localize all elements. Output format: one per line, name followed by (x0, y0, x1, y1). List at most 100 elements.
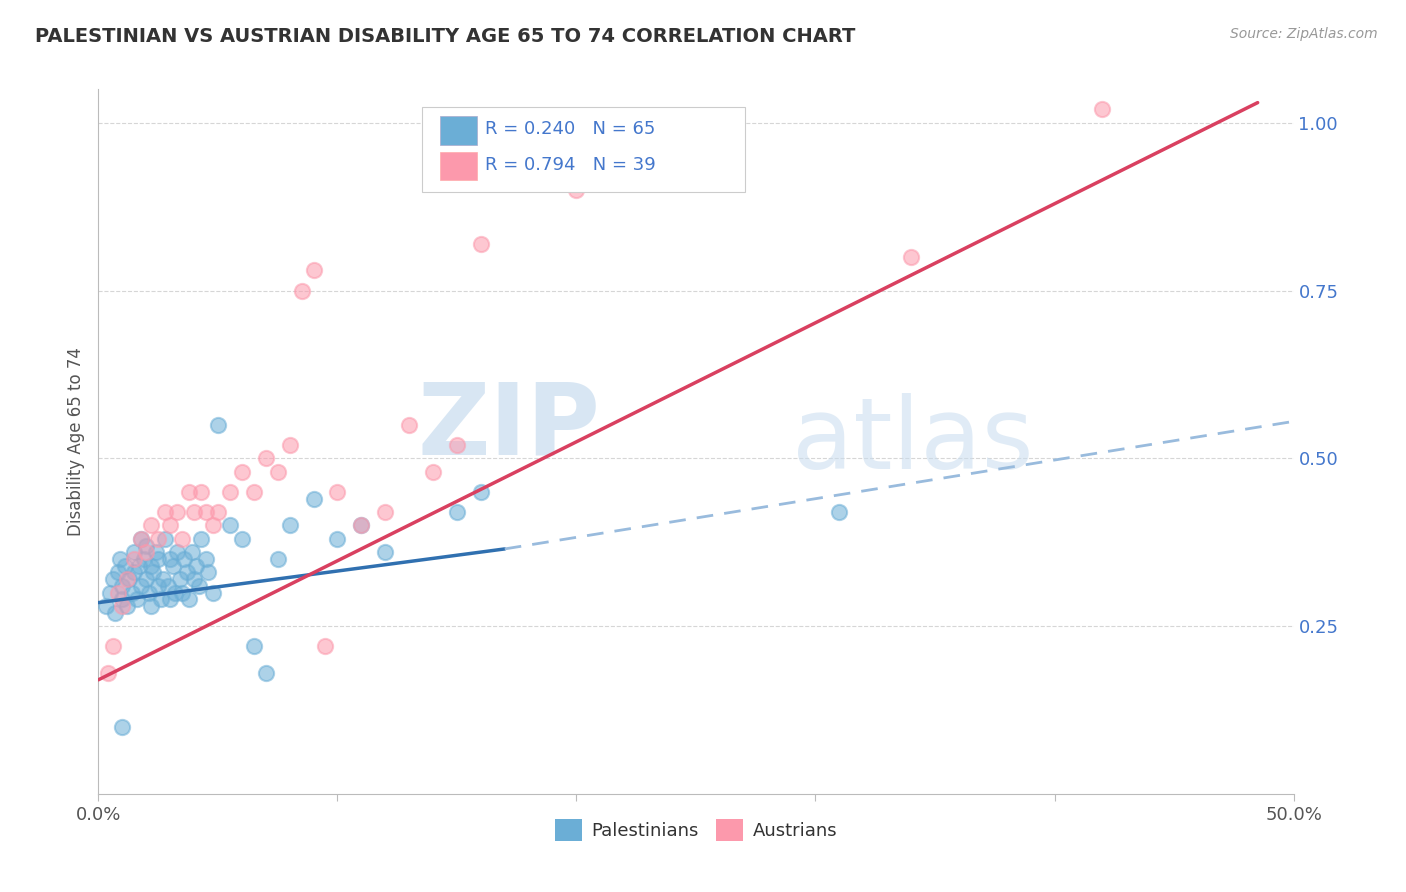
Point (231, 465, 253, 479)
Point (139, 599, 162, 613)
Point (148, 532, 170, 546)
Point (115, 572, 138, 586)
Point (131, 532, 153, 546)
Point (149, 592, 172, 607)
Point (231, 532, 253, 546)
Point (267, 552, 290, 566)
Point (470, 236, 492, 251)
Point (470, 484, 492, 499)
Point (98, 585, 122, 599)
Point (398, 417, 420, 432)
Point (108, 552, 131, 566)
Point (183, 572, 205, 586)
Point (422, 465, 444, 479)
Y-axis label: Disability Age 65 to 74: Disability Age 65 to 74 (66, 347, 84, 536)
Point (101, 639, 124, 653)
Legend: Palestinians, Austrians: Palestinians, Austrians (547, 812, 845, 848)
Point (197, 566, 219, 580)
Point (219, 518, 242, 533)
Point (190, 484, 212, 499)
Point (118, 572, 141, 586)
Point (179, 592, 201, 607)
Point (111, 592, 134, 607)
Point (179, 484, 201, 499)
Point (267, 465, 290, 479)
Point (124, 566, 146, 580)
Point (111, 579, 134, 593)
Point (1091, 103, 1114, 117)
Point (446, 505, 468, 519)
Point (125, 592, 148, 607)
Point (172, 532, 194, 546)
Point (326, 532, 349, 546)
Point (186, 558, 208, 573)
Point (139, 518, 162, 533)
Point (155, 505, 177, 519)
Point (302, 263, 325, 277)
Point (374, 505, 396, 519)
Point (135, 545, 157, 559)
Point (152, 572, 174, 586)
Point (145, 545, 167, 559)
Text: atlas: atlas (792, 393, 1033, 490)
Point (163, 585, 186, 599)
Point (326, 484, 349, 499)
Point (121, 585, 143, 599)
Point (187, 579, 209, 593)
Point (135, 539, 157, 553)
Point (350, 518, 373, 533)
Point (254, 451, 277, 466)
Point (173, 552, 195, 566)
Point (139, 558, 162, 573)
Text: Source: ZipAtlas.com: Source: ZipAtlas.com (1230, 27, 1378, 41)
Point (155, 532, 177, 546)
Point (97, 666, 120, 681)
Text: ZIP: ZIP (418, 379, 600, 476)
Point (107, 566, 129, 580)
Point (169, 572, 191, 586)
Point (131, 579, 153, 593)
Point (124, 552, 146, 566)
Point (138, 585, 160, 599)
Point (124, 545, 146, 559)
Point (148, 579, 170, 593)
Point (107, 585, 129, 599)
Point (104, 606, 127, 620)
Point (176, 566, 198, 580)
Point (291, 284, 314, 298)
Point (828, 505, 851, 519)
Point (202, 518, 225, 533)
Point (183, 505, 205, 519)
Point (94, 599, 117, 613)
Point (278, 518, 301, 533)
Point (111, 599, 134, 613)
Point (156, 579, 179, 593)
Point (159, 552, 181, 566)
Point (243, 639, 266, 653)
Point (195, 505, 218, 519)
Point (166, 505, 188, 519)
Point (195, 552, 218, 566)
Point (148, 552, 170, 566)
Point (128, 558, 150, 573)
Point (565, 183, 588, 197)
Point (302, 491, 325, 506)
Point (131, 532, 153, 546)
Point (180, 545, 202, 559)
Point (243, 484, 266, 499)
Point (162, 558, 184, 573)
Point (101, 572, 124, 586)
Point (900, 250, 922, 264)
Point (159, 518, 181, 533)
Point (202, 585, 225, 599)
Point (159, 592, 181, 607)
Point (219, 484, 242, 499)
Text: R = 0.794   N = 39: R = 0.794 N = 39 (485, 156, 655, 174)
Point (166, 545, 188, 559)
Point (207, 505, 229, 519)
Point (446, 438, 468, 452)
Text: PALESTINIAN VS AUSTRIAN DISABILITY AGE 65 TO 74 CORRELATION CHART: PALESTINIAN VS AUSTRIAN DISABILITY AGE 6… (35, 27, 855, 45)
Point (132, 552, 155, 566)
Point (278, 438, 301, 452)
Point (115, 599, 138, 613)
